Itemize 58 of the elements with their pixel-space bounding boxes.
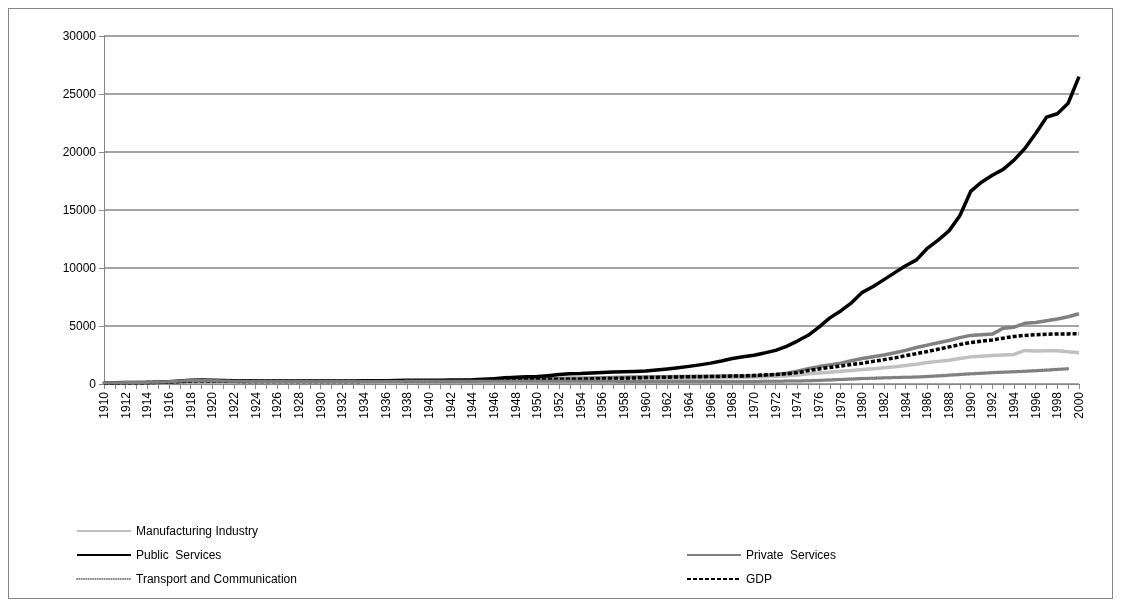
x-tick-label: 1930 <box>313 391 328 419</box>
x-tick-label: 1928 <box>292 391 306 419</box>
x-tick-label: 1932 <box>335 391 350 419</box>
x-tick-label: 1992 <box>985 391 1000 419</box>
x-tick-label: 1936 <box>378 391 393 419</box>
x-tick-label: 1966 <box>703 391 718 419</box>
y-tick-label: 5000 <box>69 319 97 333</box>
y-tick-label: 25000 <box>62 87 97 101</box>
x-tick-label: 1950 <box>530 391 545 419</box>
x-tick-label: 1918 <box>183 391 198 419</box>
x-tick-label: 1926 <box>270 391 285 419</box>
x-tick-label: 1968 <box>725 391 740 419</box>
x-tick-label: 1942 <box>443 391 458 419</box>
x-tick-label: 1944 <box>465 391 480 419</box>
x-tick-label: 1956 <box>595 391 610 419</box>
x-tick-label: 1914 <box>140 391 155 419</box>
y-tick-label: 30000 <box>62 29 97 43</box>
x-tick-label: 1934 <box>357 391 371 419</box>
y-tick-label: 0 <box>89 377 97 391</box>
x-tick-label: 1960 <box>638 391 653 419</box>
legend-label: Private Services <box>746 548 837 562</box>
y-tick-label: 15000 <box>62 203 97 217</box>
x-tick-label: 1978 <box>833 391 848 419</box>
x-tick-label: 1962 <box>660 391 675 419</box>
x-tick-label: 1922 <box>227 391 241 419</box>
x-tick-label: 2000 <box>1072 391 1086 419</box>
x-tick-label: 1986 <box>920 391 935 419</box>
x-tick-label: 1920 <box>205 391 220 419</box>
x-tick-label: 1946 <box>487 391 501 419</box>
x-tick-label: 1998 <box>1050 391 1065 419</box>
x-tick-label: 1948 <box>508 391 523 419</box>
x-tick-label: 1984 <box>898 391 913 419</box>
x-tick-label: 1910 <box>97 391 111 419</box>
x-tick-label: 1964 <box>682 391 696 419</box>
x-tick-label: 1976 <box>812 391 826 419</box>
x-tick-label: 1974 <box>790 391 805 419</box>
x-tick-label: 1938 <box>400 391 415 419</box>
x-tick-label: 1952 <box>552 391 566 419</box>
x-tick-label: 1994 <box>1007 391 1021 419</box>
x-tick-label: 1958 <box>617 391 631 419</box>
x-tick-label: 1912 <box>118 391 133 419</box>
x-tick-label: 1988 <box>942 391 956 419</box>
legend-label: GDP <box>746 572 773 586</box>
x-tick-label: 1990 <box>963 391 978 419</box>
y-tick-label: 10000 <box>62 261 97 275</box>
x-tick-label: 1970 <box>747 391 761 419</box>
x-tick-label: 1924 <box>248 391 263 419</box>
legend-label: Public Services <box>136 548 222 562</box>
x-tick-label: 1916 <box>162 391 176 419</box>
legend-label: Manufacturing Industry <box>136 524 259 538</box>
legend-label: Transport and Communication <box>136 572 297 586</box>
x-tick-label: 1996 <box>1028 391 1043 419</box>
x-tick-label: 1940 <box>422 391 436 419</box>
y-tick-label: 20000 <box>62 145 97 159</box>
x-tick-label: 1972 <box>768 391 783 419</box>
x-tick-label: 1954 <box>573 391 588 419</box>
x-tick-label: 1980 <box>855 391 870 419</box>
x-tick-label: 1982 <box>877 391 891 419</box>
